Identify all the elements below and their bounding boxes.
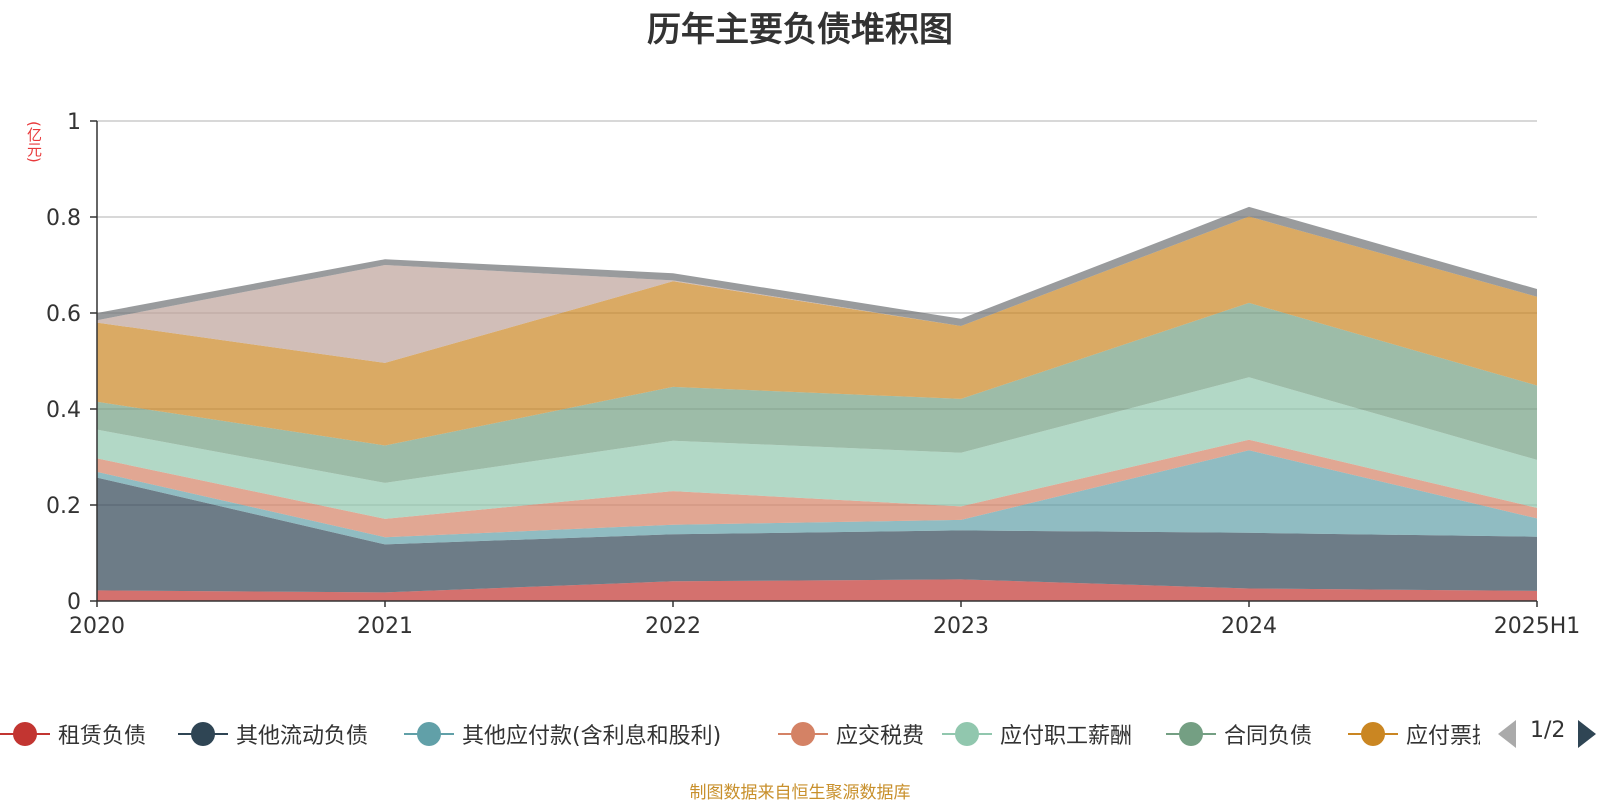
chart-title: 历年主要负债堆积图 xyxy=(647,10,953,50)
legend-label: 应付票据 xyxy=(1406,724,1480,749)
x-tick-label: 2023 xyxy=(933,614,989,639)
y-tick-label: 0.4 xyxy=(46,398,81,423)
area-series-5[interactable] xyxy=(97,377,1537,519)
legend-item[interactable]: 其他应付款(含利息和股利) xyxy=(404,714,721,754)
y-tick-label: 0.6 xyxy=(46,302,81,327)
legend-marker-icon xyxy=(778,720,828,748)
legend-item[interactable]: 其他流动负债 xyxy=(178,714,368,754)
legend-item[interactable]: 合同负债 xyxy=(1166,714,1312,754)
source-note: 制图数据来自恒生聚源数据库 xyxy=(689,783,911,803)
area-series-2[interactable] xyxy=(97,477,1537,593)
legend-item[interactable]: 租赁负债 xyxy=(0,714,146,754)
y-tick-label: 0.2 xyxy=(46,494,81,519)
area-series-9[interactable] xyxy=(97,206,1537,326)
legend-label: 应付职工薪酬 xyxy=(1000,724,1133,749)
x-tick-label: 2024 xyxy=(1221,614,1277,639)
legend-label: 租赁负债 xyxy=(58,724,147,749)
y-tick-label: 0 xyxy=(67,590,81,615)
area-series-1[interactable] xyxy=(97,579,1537,601)
area-series-4[interactable] xyxy=(97,439,1537,538)
area-series-7[interactable] xyxy=(97,216,1537,446)
legend: 租赁负债 其他流动负债 其他应付款(含利息和股利) 应交税费 应付职工薪酬 合同负债 应付票… xyxy=(0,714,1600,754)
legend-item[interactable]: 应付票据 xyxy=(1348,714,1480,754)
legend-label: 合同负债 xyxy=(1224,724,1313,749)
y-tick-label: 1 xyxy=(67,110,81,135)
stacked-area-chart: 0 0.2 0.4 0.6 0.8 1 2020 2021 2022 2023 2024 2025H1 xyxy=(46,110,1580,639)
legend-overflow-clip: 应付票据 xyxy=(1348,714,1480,754)
legend-marker-icon xyxy=(1166,720,1216,748)
legend-page-indicator: 1/2 xyxy=(1530,718,1566,743)
area-series-8[interactable] xyxy=(97,216,1537,363)
x-tick-label: 2020 xyxy=(69,614,125,639)
legend-prev-page-icon[interactable] xyxy=(1498,720,1516,748)
legend-marker-icon xyxy=(942,720,992,748)
legend-label: 其他流动负债 xyxy=(236,724,369,749)
y-tick-label: 0.8 xyxy=(46,206,81,231)
legend-label: 其他应付款(含利息和股利) xyxy=(462,724,722,749)
area-series xyxy=(97,206,1537,601)
legend-marker-icon xyxy=(404,720,454,748)
axes: 0 0.2 0.4 0.6 0.8 1 2020 2021 2022 2023 2024 2025H1 xyxy=(46,110,1580,639)
legend-item[interactable]: 应付职工薪酬 xyxy=(942,714,1132,754)
legend-label: 应交税费 xyxy=(836,724,925,749)
legend-marker-icon xyxy=(0,720,50,748)
x-tick-label: 2025H1 xyxy=(1494,614,1581,639)
legend-marker-icon xyxy=(1348,720,1398,748)
y-axis-unit-label: (亿元) xyxy=(25,121,43,163)
legend-item[interactable]: 应交税费 xyxy=(778,714,924,754)
area-series-3[interactable] xyxy=(97,450,1537,545)
legend-next-page-icon[interactable] xyxy=(1578,720,1596,748)
legend-marker-icon xyxy=(178,720,228,748)
x-tick-label: 2022 xyxy=(645,614,701,639)
x-tick-label: 2021 xyxy=(357,614,413,639)
